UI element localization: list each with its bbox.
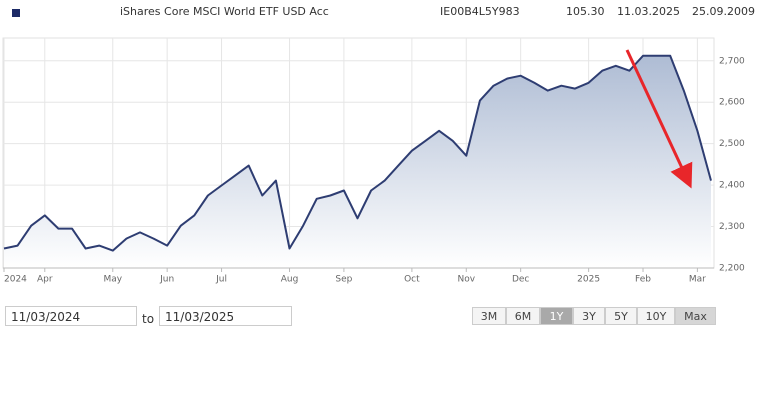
inception-date: 25.09.2009 bbox=[692, 5, 755, 18]
isin: IE00B4L5Y983 bbox=[440, 5, 520, 18]
annotation-arrow bbox=[625, 49, 693, 189]
x-tick-label: Aug bbox=[281, 275, 299, 285]
y-tick-label: 2,600 bbox=[719, 98, 745, 108]
x-tick-label: Sep bbox=[335, 275, 352, 285]
x-tick-label: Nov bbox=[457, 275, 475, 285]
line bbox=[3, 54, 712, 252]
to-label: to bbox=[142, 312, 155, 326]
legend-swatch bbox=[12, 9, 20, 17]
y-tick-label: 2,200 bbox=[719, 264, 745, 274]
from-date-input[interactable]: 11/03/2024 bbox=[5, 306, 137, 326]
x-tick-label: 2025 bbox=[577, 275, 600, 285]
x-tick-label: May bbox=[103, 275, 122, 285]
chart: 2,200 2,300 2,400 2,500 2,600 2,700 2024 Apr May… bbox=[2, 37, 745, 285]
x-tick-label: Oct bbox=[404, 275, 420, 285]
x-tick-label: Feb bbox=[635, 275, 651, 285]
x-tick-label: Dec bbox=[512, 275, 529, 285]
range-button[interactable]: 1Y bbox=[540, 307, 573, 325]
y-tick-label: 2,300 bbox=[719, 222, 745, 232]
x-tick-label: 2024 bbox=[4, 275, 27, 285]
to-date-input[interactable]: 11/03/2025 bbox=[159, 306, 292, 326]
range-button[interactable]: 10Y bbox=[637, 307, 675, 325]
y-tick-label: 2,400 bbox=[719, 181, 745, 191]
date: 11.03.2025 bbox=[617, 5, 680, 18]
range-button[interactable]: 5Y bbox=[605, 307, 637, 325]
range-button[interactable]: 6M bbox=[506, 307, 540, 325]
fund-name: iShares Core MSCI World ETF USD Acc bbox=[120, 5, 329, 18]
range-button[interactable]: Max bbox=[675, 307, 716, 325]
y-tick-label: 2,500 bbox=[719, 139, 745, 149]
x-tick-label: Apr bbox=[37, 275, 53, 285]
x-tick-label: Jul bbox=[215, 275, 227, 285]
area bbox=[4, 55, 711, 268]
y-tick-label: 2,700 bbox=[719, 56, 745, 66]
range-button[interactable]: 3M bbox=[472, 307, 506, 325]
price: 105.30 bbox=[566, 5, 605, 18]
x-tick-label: Jun bbox=[159, 275, 174, 285]
x-tick-label: Mar bbox=[689, 275, 706, 285]
range-button[interactable]: 3Y bbox=[573, 307, 605, 325]
